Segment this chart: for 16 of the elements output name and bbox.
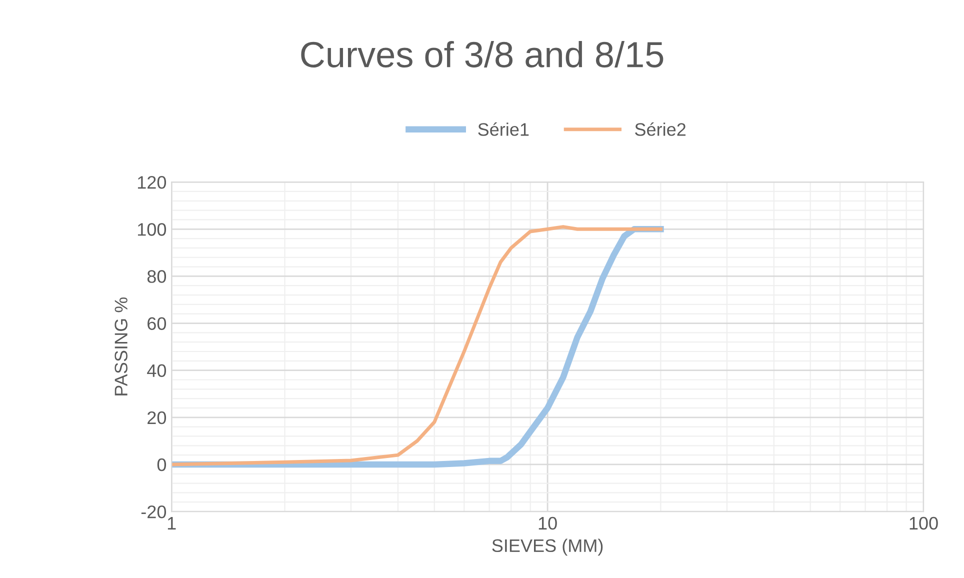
y-axis-title: PASSING %	[114, 297, 128, 396]
y-tick-label: 120	[138, 176, 166, 189]
y-tick-label: -20	[141, 505, 166, 518]
x-axis-title: SIEVES (MM)	[492, 538, 603, 556]
y-tick-label: 100	[138, 223, 166, 236]
legend-label: Série2	[635, 122, 686, 136]
y-tick-label: 20	[148, 411, 166, 424]
legend-label: Série1	[478, 122, 529, 136]
y-tick-label: 60	[148, 317, 166, 330]
x-tick-label: 10	[538, 516, 557, 530]
chart-title: Curves of 3/8 and 8/15	[301, 40, 664, 68]
y-tick-label: 0	[157, 458, 166, 472]
y-tick-label: 80	[147, 270, 166, 283]
y-tick-label: 40	[147, 364, 166, 378]
x-tick-label: 1	[168, 517, 176, 530]
x-tick-label: 100	[910, 516, 938, 530]
